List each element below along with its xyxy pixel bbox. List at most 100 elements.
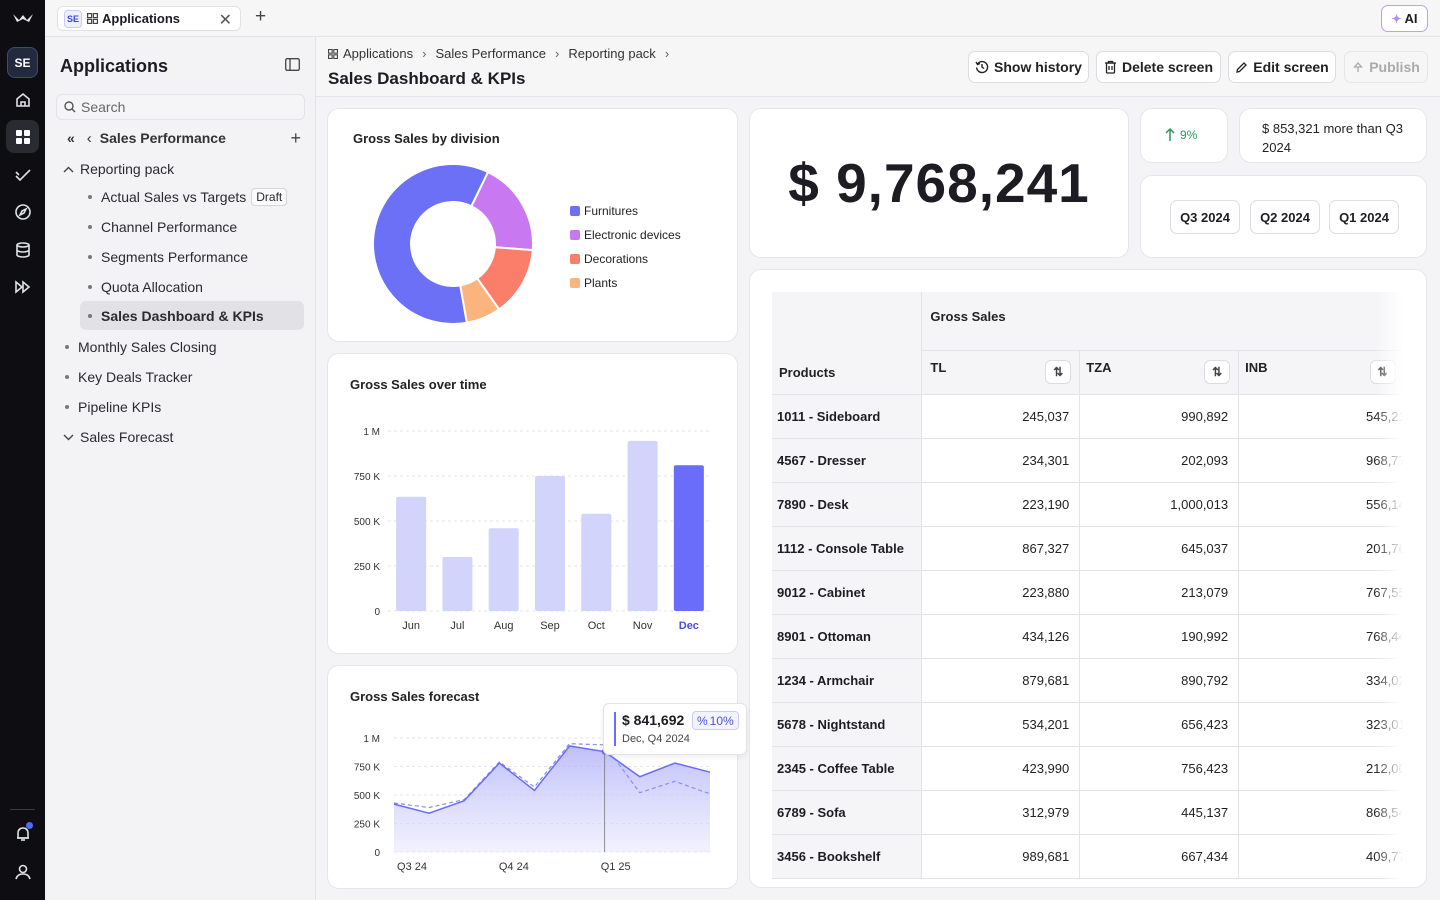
- fast-forward-icon[interactable]: [6, 270, 39, 303]
- sidebar-toggle-icon[interactable]: [285, 58, 300, 76]
- x-tick-label: Q1 25: [601, 861, 631, 873]
- new-tab-plus-icon[interactable]: +: [255, 6, 267, 27]
- tree-item-label: Quota Allocation: [101, 279, 203, 295]
- legend-item-furnitures: Furnitures: [570, 199, 681, 223]
- database-icon[interactable]: [6, 233, 39, 266]
- bar-dec[interactable]: [673, 465, 704, 611]
- chevron-left-icon[interactable]: ‹: [86, 129, 92, 147]
- breadcrumb-reporting-pack[interactable]: Reporting pack: [568, 46, 656, 61]
- tree-item-key-deals-tracker[interactable]: Key Deals Tracker: [65, 365, 192, 389]
- tree-item-pipeline-kpis[interactable]: Pipeline KPIs: [65, 395, 161, 419]
- delete-screen-label: Delete screen: [1121, 59, 1214, 75]
- delete-screen-button[interactable]: Delete screen: [1096, 51, 1221, 83]
- gross-sales-forecast-card: Gross Sales forecast 0 250 K 500 K 750 K 1 M…: [327, 665, 738, 889]
- sparkle-icon: ✦: [1391, 11, 1402, 26]
- y-tick-label: 1 M: [363, 734, 380, 745]
- gross-sales-table-card: Products Gross Sales⇅ TL⇅ TZA⇅ INB⇅ 1011…: [749, 269, 1427, 888]
- legend-item-decorations: Decorations: [570, 247, 681, 271]
- bar-nov[interactable]: [627, 440, 658, 611]
- tree-item-segments-performance[interactable]: Segments Performance: [88, 245, 248, 269]
- table-scroll[interactable]: Products Gross Sales⇅ TL⇅ TZA⇅ INB⇅ 1011…: [772, 292, 1403, 880]
- user-icon[interactable]: [6, 855, 39, 888]
- group-header-gross-sales: Gross Sales⇅: [921, 292, 1403, 351]
- tree-item-channel-performance[interactable]: Channel Performance: [88, 215, 237, 239]
- home-icon[interactable]: [6, 83, 39, 116]
- tree-folder-sales-forecast[interactable]: Sales Forecast: [63, 425, 173, 449]
- table-group-header-row: Products Gross Sales⇅: [772, 292, 1403, 395]
- bullet-dot: [88, 225, 92, 229]
- bell-icon[interactable]: [6, 817, 39, 850]
- y-tick-label: 500 K: [354, 517, 380, 528]
- donut-slice-plants[interactable]: [459, 276, 501, 324]
- percent-icon: %: [697, 713, 708, 728]
- quarter-button-q1-2024[interactable]: Q1 2024: [1329, 200, 1399, 234]
- bar-oct[interactable]: [581, 513, 612, 611]
- tree-item-actual-sales[interactable]: Actual Sales vs Targets Draft: [88, 185, 288, 209]
- tree-item-monthly-sales-closing[interactable]: Monthly Sales Closing: [65, 335, 217, 359]
- y-tick-label: 0: [374, 848, 380, 859]
- bar-aug[interactable]: [488, 528, 519, 611]
- breadcrumb-sales-performance[interactable]: Sales Performance: [435, 46, 547, 61]
- bar-jun[interactable]: [396, 496, 427, 611]
- rail-divider: [10, 809, 35, 810]
- edit-screen-label: Edit screen: [1253, 59, 1329, 75]
- top-bar: SE Applications ✕ + ✦ AI: [45, 0, 1440, 37]
- value-cell: 202,093: [1079, 438, 1240, 483]
- bar-jul[interactable]: [442, 557, 473, 611]
- value-cell: 312,979: [921, 790, 1081, 835]
- forecast-actual-line: [393, 745, 711, 815]
- column-header-label: TZA: [1086, 360, 1112, 375]
- edit-screen-button[interactable]: Edit screen: [1228, 51, 1336, 83]
- apps-grid-icon[interactable]: [6, 120, 39, 153]
- column-header-products: Products: [772, 292, 923, 395]
- quarter-button-q3-2024[interactable]: Q3 2024: [1170, 200, 1240, 234]
- show-history-button[interactable]: Show history: [968, 51, 1089, 83]
- tree-item-label: Reporting pack: [80, 161, 175, 177]
- total-sales-value: $ 9,768,241: [788, 152, 1090, 214]
- breadcrumb-applications[interactable]: Applications: [343, 46, 414, 61]
- tasks-check-icon[interactable]: [6, 158, 39, 191]
- collapse-all-icon[interactable]: «: [67, 130, 75, 146]
- add-page-plus-icon[interactable]: +: [290, 127, 301, 148]
- table-row[interactable]: 1112 - Console Table867,327645,037201,76…: [772, 526, 1403, 571]
- product-cell: 7890 - Desk: [772, 482, 923, 527]
- publish-button[interactable]: Publish: [1344, 51, 1428, 83]
- legend-swatch: [570, 206, 580, 216]
- forecast-area: [394, 745, 710, 852]
- tab-applications[interactable]: SE Applications ✕: [57, 6, 241, 31]
- value-cell: 645,037: [1079, 526, 1240, 571]
- y-tick-label: 0: [374, 607, 380, 618]
- search-input[interactable]: [81, 99, 291, 115]
- sort-icon[interactable]: ⇅: [1204, 360, 1231, 384]
- product-cell: 3456 - Bookshelf: [772, 834, 923, 879]
- tree-item-quota-allocation[interactable]: Quota Allocation: [88, 275, 203, 299]
- value-cell: 989,681: [921, 834, 1081, 879]
- chevron-right-icon: ›: [422, 46, 427, 61]
- logo-icon: [6, 2, 39, 35]
- donut-slice-furnitures[interactable]: [372, 163, 490, 325]
- bar-sep[interactable]: [535, 476, 565, 611]
- value-cell: 867,327: [921, 526, 1081, 571]
- tree-item-sales-dashboard[interactable]: Sales Dashboard & KPIs: [80, 301, 304, 330]
- compass-icon[interactable]: [6, 195, 39, 228]
- change-card: 9%: [1140, 108, 1228, 163]
- workspace-switcher[interactable]: SE: [7, 47, 38, 78]
- ai-button[interactable]: ✦ AI: [1381, 5, 1428, 32]
- close-icon[interactable]: ✕: [218, 12, 232, 29]
- sort-icon[interactable]: ⇅: [1045, 360, 1072, 384]
- tree-folder-reporting-pack[interactable]: Reporting pack: [63, 158, 174, 180]
- table-scroll-fade: [1375, 292, 1403, 880]
- quarter-button-q2-2024[interactable]: Q2 2024: [1250, 200, 1320, 234]
- search-box[interactable]: [56, 94, 305, 120]
- sidebar-title: Applications: [60, 56, 169, 76]
